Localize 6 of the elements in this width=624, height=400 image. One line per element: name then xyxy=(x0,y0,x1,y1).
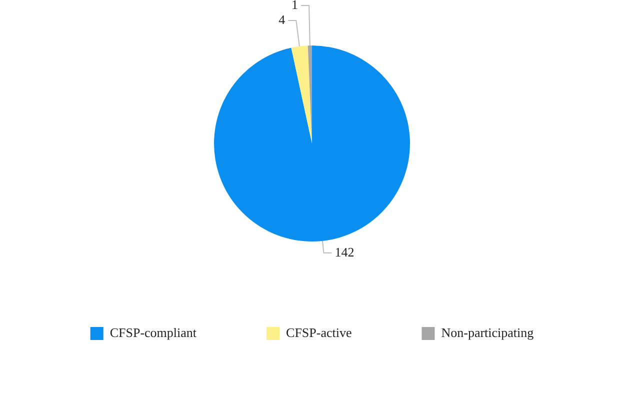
data-label: 1 xyxy=(292,0,298,12)
data-label: 142 xyxy=(334,244,354,260)
legend-label: CFSP-compliant xyxy=(110,324,197,340)
data-label: 4 xyxy=(278,12,286,27)
legend-label: Non-participating xyxy=(441,324,534,340)
legend-label: CFSP-active xyxy=(286,324,352,340)
